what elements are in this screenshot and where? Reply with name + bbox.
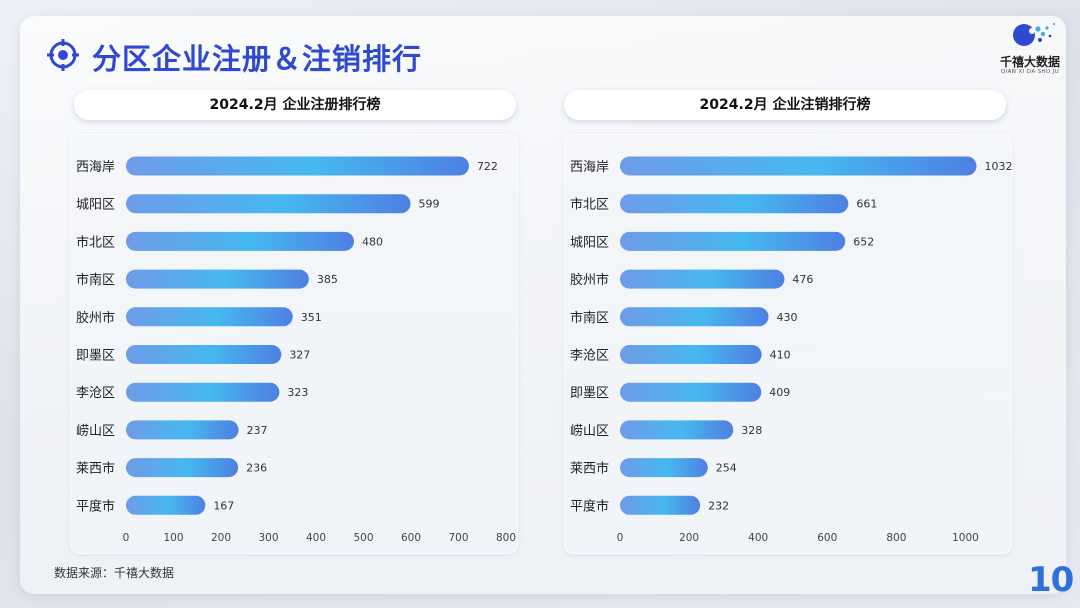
value-label: 430 bbox=[777, 311, 798, 324]
page-title: 分区企业注册＆注销排行 bbox=[92, 42, 423, 76]
brand-logo: 千禧大数据 QIAN XI DA SHU JU bbox=[994, 20, 1066, 80]
value-label: 328 bbox=[741, 424, 762, 437]
value-label: 327 bbox=[289, 349, 310, 362]
data-source: 数据来源：千禧大数据 bbox=[54, 566, 175, 580]
bar bbox=[126, 231, 354, 251]
bar bbox=[126, 345, 282, 364]
bar bbox=[126, 307, 293, 327]
category-label: 即墨区 bbox=[76, 349, 115, 364]
page-number: 10 bbox=[1028, 560, 1074, 600]
cancel-chart: 西海岸 1032 市北区 661 城阳区 652 胶州市 476 市南区 430 李沧区 410 即墨区… bbox=[570, 156, 1013, 544]
bar bbox=[126, 420, 239, 440]
value-label: 385 bbox=[317, 273, 338, 286]
tick-label: 300 bbox=[258, 532, 278, 544]
bar bbox=[620, 231, 846, 251]
value-label: 409 bbox=[769, 386, 790, 399]
value-label: 254 bbox=[716, 462, 737, 475]
category-label: 市南区 bbox=[76, 272, 115, 288]
value-label: 351 bbox=[301, 311, 322, 324]
category-label: 崂山区 bbox=[570, 424, 609, 439]
category-label: 市南区 bbox=[570, 310, 609, 326]
category-label: 平度市 bbox=[76, 498, 115, 514]
category-label: 西海岸 bbox=[570, 160, 609, 175]
category-label: 西海岸 bbox=[76, 160, 115, 175]
tick-label: 1000 bbox=[952, 532, 979, 544]
target-icon bbox=[47, 39, 79, 71]
tick-label: 400 bbox=[748, 532, 768, 544]
value-label: 236 bbox=[246, 462, 267, 475]
value-label: 1032 bbox=[985, 160, 1013, 173]
cancel-chart-title: 2024.2月 企业注销排行榜 bbox=[564, 90, 1006, 120]
tick-label: 500 bbox=[353, 532, 373, 544]
tick-label: 600 bbox=[817, 532, 837, 544]
category-label: 莱西市 bbox=[570, 461, 609, 477]
bar bbox=[126, 495, 206, 515]
bar bbox=[620, 345, 762, 364]
tick-label: 100 bbox=[163, 532, 183, 544]
logo-mark-icon bbox=[1013, 22, 1056, 46]
tick-label: 600 bbox=[401, 532, 421, 544]
tick-label: 200 bbox=[679, 532, 699, 544]
category-label: 市北区 bbox=[76, 234, 115, 250]
bar bbox=[620, 307, 769, 327]
category-label: 城阳区 bbox=[570, 235, 609, 250]
bar bbox=[620, 269, 785, 289]
value-label: 232 bbox=[708, 499, 729, 512]
value-label: 480 bbox=[362, 235, 383, 248]
category-label: 胶州市 bbox=[570, 272, 609, 288]
value-label: 476 bbox=[792, 273, 813, 286]
value-label: 722 bbox=[477, 160, 498, 173]
value-label: 652 bbox=[853, 235, 874, 248]
tick-label: 800 bbox=[496, 532, 516, 544]
logo-subtitle: QIAN XI DA SHU JU bbox=[1000, 69, 1060, 75]
register-chart-title: 2024.2月 企业注册排行榜 bbox=[74, 90, 516, 120]
tick-label: 800 bbox=[886, 532, 906, 544]
value-label: 410 bbox=[770, 349, 791, 362]
bar bbox=[126, 382, 280, 402]
value-label: 323 bbox=[287, 386, 308, 399]
category-label: 即墨区 bbox=[570, 386, 609, 401]
tick-label: 200 bbox=[211, 532, 231, 544]
bar bbox=[620, 382, 762, 402]
value-label: 167 bbox=[213, 499, 234, 512]
category-label: 李沧区 bbox=[570, 348, 609, 364]
bar bbox=[620, 194, 849, 214]
category-label: 莱西市 bbox=[76, 461, 115, 477]
tick-label: 700 bbox=[448, 532, 468, 544]
tick-label: 0 bbox=[123, 532, 130, 544]
bar bbox=[126, 194, 411, 214]
value-label: 661 bbox=[856, 198, 877, 211]
category-label: 城阳区 bbox=[76, 198, 115, 213]
bar bbox=[620, 420, 734, 440]
bar bbox=[126, 156, 469, 176]
value-label: 599 bbox=[419, 198, 440, 211]
register-chart: 西海岸 722 城阳区 599 市北区 480 市南区 385 胶州市 351 即墨区 327 李沧区 3… bbox=[76, 156, 516, 544]
bar bbox=[620, 458, 708, 478]
category-label: 李沧区 bbox=[76, 385, 115, 401]
category-label: 市北区 bbox=[570, 197, 609, 213]
category-label: 胶州市 bbox=[76, 310, 115, 326]
bar bbox=[126, 458, 239, 478]
bar bbox=[620, 156, 977, 176]
bar bbox=[126, 269, 309, 289]
bar bbox=[620, 495, 701, 515]
category-label: 崂山区 bbox=[76, 424, 115, 439]
logo-name: 千禧大数据 bbox=[999, 55, 1060, 69]
value-label: 237 bbox=[247, 424, 268, 437]
category-label: 平度市 bbox=[570, 498, 609, 514]
tick-label: 0 bbox=[617, 532, 624, 544]
tick-label: 400 bbox=[306, 532, 326, 544]
